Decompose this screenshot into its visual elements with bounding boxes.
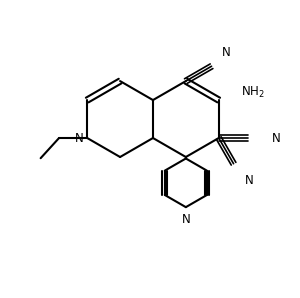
Text: N: N [75, 131, 84, 145]
Text: N: N [244, 175, 253, 187]
Text: N: N [222, 46, 231, 59]
Text: NH$_2$: NH$_2$ [241, 85, 265, 100]
Text: N: N [182, 213, 190, 226]
Text: N: N [272, 131, 281, 145]
